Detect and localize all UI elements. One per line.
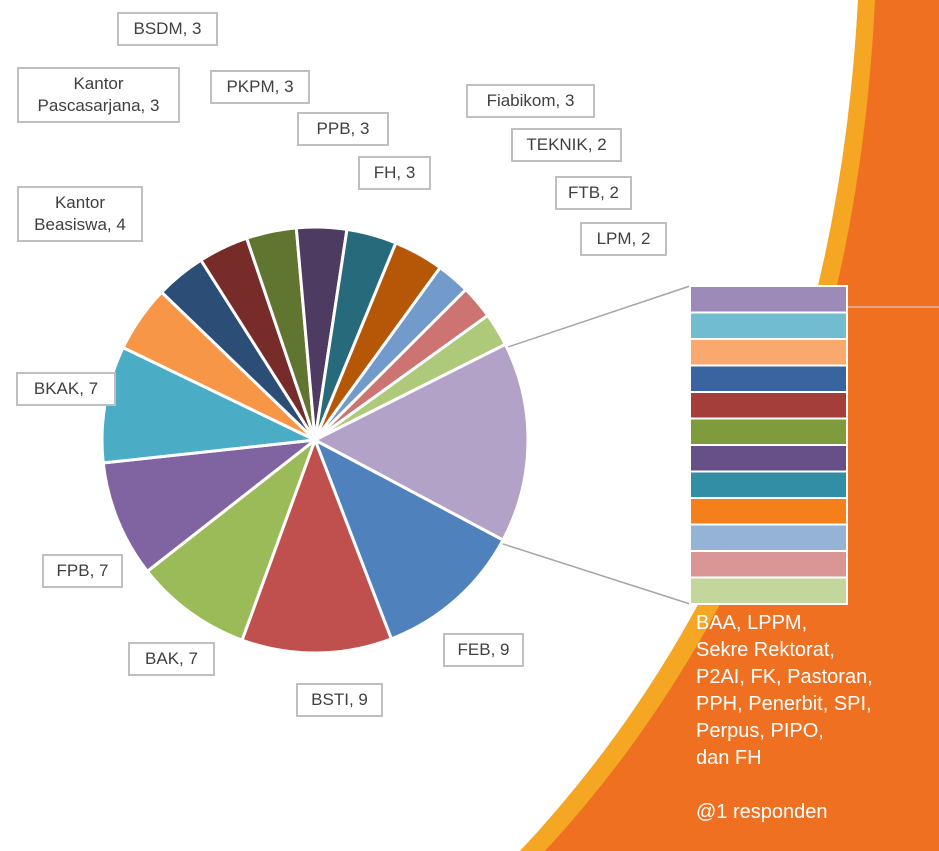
- data-label: PPB, 3: [297, 112, 389, 146]
- background-swoosh: [545, 0, 939, 851]
- bar-segment: [689, 576, 848, 605]
- connector-line: [504, 285, 691, 349]
- pie-slice: [101, 437, 321, 574]
- bar-segment: [689, 444, 848, 473]
- data-label: Kantor Pascasarjana, 3: [17, 67, 180, 123]
- bar-segment: [689, 391, 848, 420]
- data-label: FEB, 9: [443, 633, 524, 667]
- data-label: FH, 3: [358, 156, 431, 190]
- bar-segment: [689, 311, 848, 340]
- bar-segment: [689, 417, 848, 446]
- bar-segment: [689, 497, 848, 526]
- bar-segment: [689, 338, 848, 367]
- data-label: Fiabikom, 3: [466, 84, 595, 118]
- pie-slice: [312, 436, 506, 641]
- bar-segment: [689, 550, 848, 579]
- data-label: BKAK, 7: [16, 372, 116, 406]
- bar-segment: [689, 285, 848, 314]
- bar-segment: [689, 523, 848, 552]
- pie-slice: [145, 435, 319, 643]
- bar-segment: [689, 364, 848, 393]
- pie-slice: [311, 342, 530, 543]
- data-label: BAK, 7: [128, 642, 215, 676]
- connector-line: [499, 542, 691, 605]
- data-label: TEKNIK, 2: [511, 128, 622, 162]
- data-label: Kantor Beasiswa, 4: [17, 186, 143, 242]
- data-label: BSTI, 9: [296, 683, 383, 717]
- data-label: LPM, 2: [580, 222, 667, 256]
- bar-caption: BAA, LPPM, Sekre Rektorat, P2AI, FK, Pas…: [696, 612, 873, 769]
- data-label: FPB, 7: [42, 554, 123, 588]
- bar-note: @1 responden: [696, 801, 828, 823]
- data-label: FTB, 2: [555, 176, 632, 210]
- data-label: BSDM, 3: [117, 12, 218, 46]
- data-label: PKPM, 3: [210, 70, 310, 104]
- bar-segment: [689, 470, 848, 499]
- pie-slice: [240, 435, 394, 655]
